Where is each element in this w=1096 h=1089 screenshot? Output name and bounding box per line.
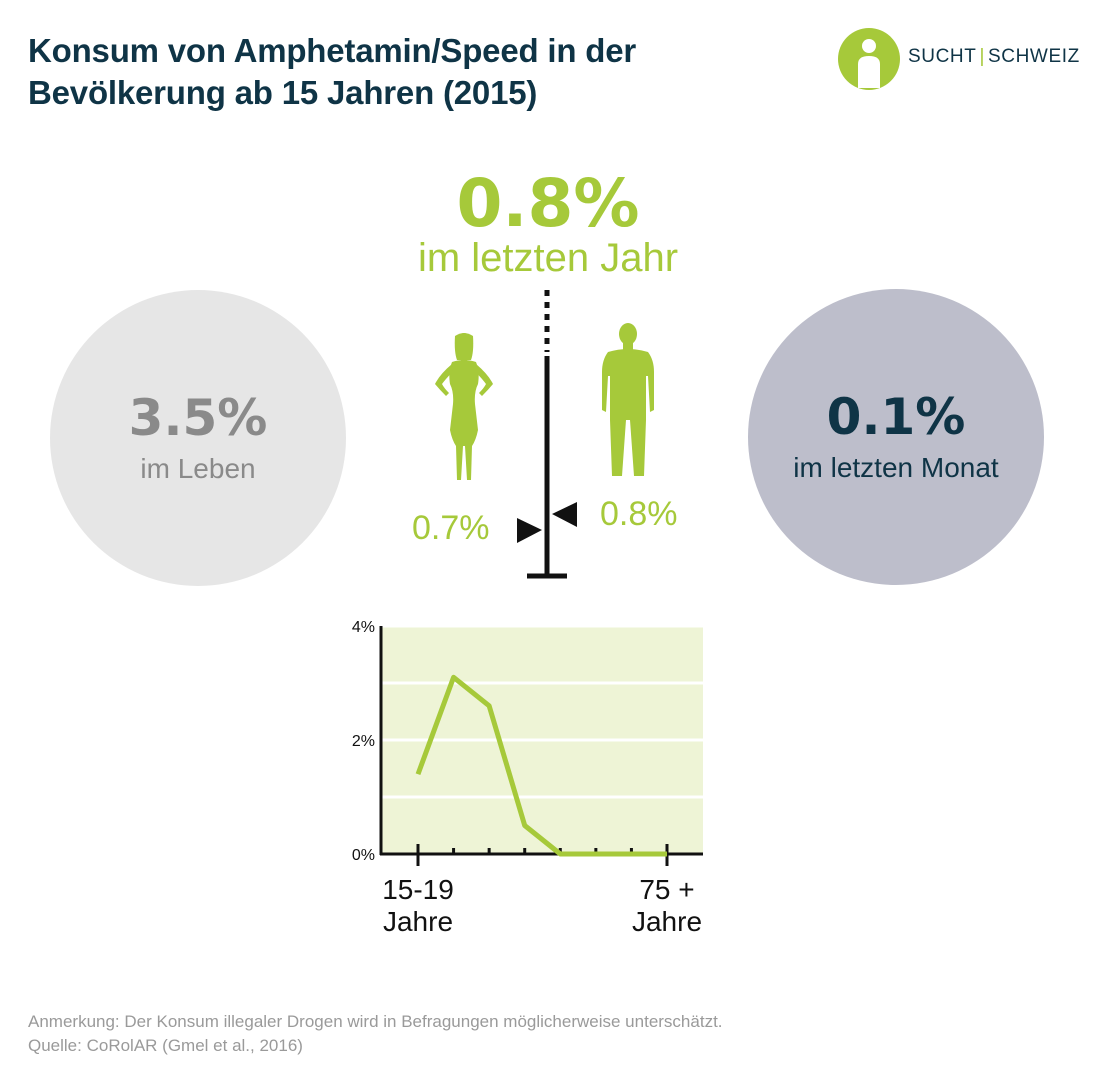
lifetime-label: im Leben [140,453,256,484]
male-pointer-icon [552,502,577,527]
footer-source: Quelle: CoRolAR (Gmel et al., 2016) [28,1036,303,1055]
last-month-value: 0.1% [826,388,966,446]
last-year-value: 0.8% [456,165,640,242]
page-title: Konsum von Amphetamin/Speed in der Bevöl… [28,30,636,114]
chart-x-label: Jahre [632,906,702,937]
lifetime-value: 3.5% [128,389,268,447]
logo-word-sucht: SUCHT [908,46,977,67]
last-year-label: im letzten Jahr [417,236,679,280]
logo-word-schweiz: SCHWEIZ [988,46,1080,67]
male-silhouette-icon [602,323,654,476]
chart-x-label: 15-19 [382,874,454,905]
chart-y-tick-label: 4% [352,619,375,636]
chart-y-ticks: 4% 2% 0% [352,619,375,864]
female-value: 0.7% [412,509,490,547]
male-value: 0.8% [600,495,678,533]
last-month-circle: 0.1% im letzten Monat [748,289,1044,585]
chart-x-label: 75 + [639,874,694,905]
footer-note: Anmerkung: Der Konsum illegaler Drogen w… [28,1012,723,1031]
logo-wordmark: SUCHT | SCHWEIZ [908,46,1080,68]
lifetime-circle: 3.5% im Leben [50,290,346,586]
logo-separator: | [979,46,985,67]
balance-scale [517,290,577,579]
chart-y-tick-label: 0% [352,847,375,864]
title-line-2: Bevölkerung ab 15 Jahren (2015) [28,74,538,111]
chart-series-line [415,674,667,857]
title-line-1: Konsum von Amphetamin/Speed in der [28,32,637,69]
last-month-label: im letzten Monat [793,452,999,483]
female-pointer-icon [517,518,542,543]
sucht-schweiz-logo: SUCHT | SCHWEIZ [836,26,1086,92]
chart-y-tick-label: 2% [352,733,375,750]
chart-gridlines [381,624,703,799]
logo-person-icon [838,28,900,90]
footer: Anmerkung: Der Konsum illegaler Drogen w… [28,1010,723,1058]
chart-x-label: Jahre [383,906,453,937]
female-silhouette-icon [435,333,493,480]
